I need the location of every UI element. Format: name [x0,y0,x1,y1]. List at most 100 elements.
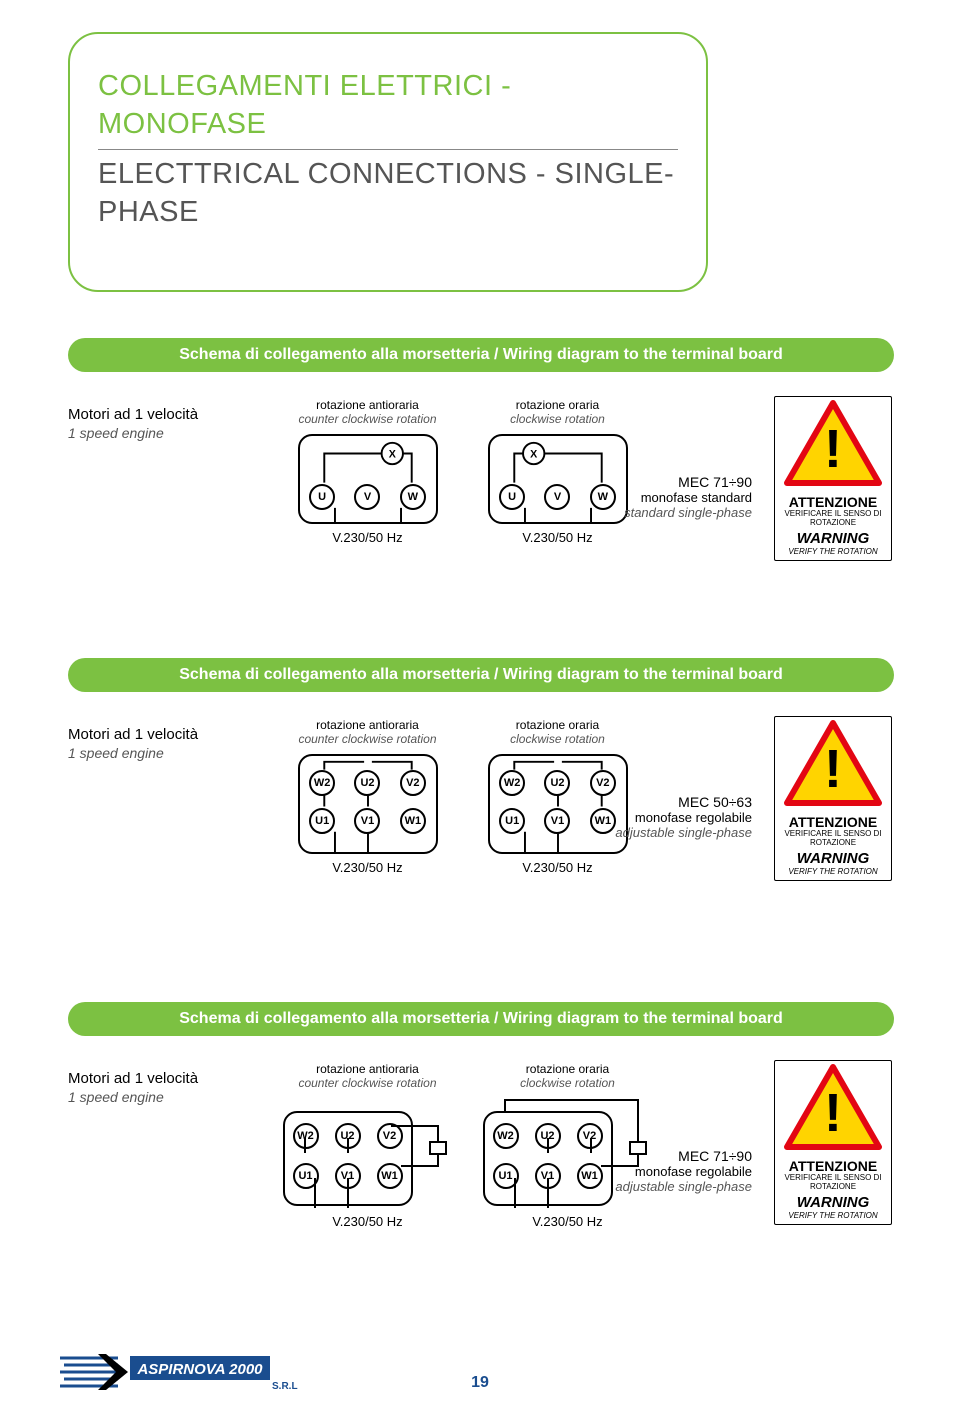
voltage-label: V.230/50 Hz [470,860,645,875]
voltage-label: V.230/50 Hz [280,1214,455,1229]
section-3: Motori ad 1 velocità 1 speed engine rota… [30,1020,930,1280]
rot-cw-it: rotazione oraria [480,1062,655,1076]
diagram-cw-3: rotazione oraria clockwise rotation W2 U… [480,1062,655,1229]
warning-sign-2: ! ATTENZIONE VERIFICARE IL SENSO DI ROTA… [774,716,892,881]
warn-sub-en: VERIFY THE ROTATION [777,1211,889,1220]
rot-ccw-en: counter clockwise rotation [280,1076,455,1090]
term: W1 [590,808,616,834]
rot-ccw-en: counter clockwise rotation [280,732,455,746]
term: W2 [309,770,335,796]
terminal-box-ccw-1: X U V W [298,434,438,524]
term: U2 [354,770,380,796]
title-panel: COLLEGAMENTI ELETTRICI - MONOFASE ELECTT… [68,32,708,292]
mec-l2: monofase regolabile [615,810,752,825]
motor-label-2: Motori ad 1 velocità 1 speed engine [68,726,198,761]
rot-cw-it: rotazione oraria [470,718,645,732]
warning-triangle-icon: ! [783,719,883,807]
rot-cw-it: rotazione oraria [470,398,645,412]
footer-logo: ASPIRNOVA 2000 S.R.L. [58,1350,298,1394]
term: U [499,484,525,510]
mec-label-2: MEC 50÷63 monofase regolabile adjustable… [615,794,752,840]
warn-sub-it: VERIFICARE IL SENSO DI ROTAZIONE [777,510,889,528]
rot-ccw-en: counter clockwise rotation [280,412,455,426]
terminal-box-cw-2: W2 U2 V2 U1 V1 W1 [488,754,628,854]
motor-label-it: Motori ad 1 velocità [68,406,198,423]
title-italian: COLLEGAMENTI ELETTRICI - MONOFASE [98,68,678,143]
motor-label-en: 1 speed engine [68,745,198,761]
warn-att: ATTENZIONE [777,1158,889,1174]
diagram-ccw-3: rotazione antioraria counter clockwise r… [280,1062,455,1229]
term: W [590,484,616,510]
warning-triangle-icon: ! [783,399,883,487]
rot-ccw-it: rotazione antioraria [280,398,455,412]
mec-label-3: MEC 71÷90 monofase regolabile adjustable… [615,1148,752,1194]
brand-text: ASPIRNOVA 2000 [136,1361,263,1378]
warn-att: ATTENZIONE [777,814,889,830]
voltage-label: V.230/50 Hz [480,1214,655,1229]
mec-l1: MEC 71÷90 [615,1148,752,1164]
term: V [544,484,570,510]
term: V [354,484,380,510]
rot-ccw-it: rotazione antioraria [280,718,455,732]
term: V1 [354,808,380,834]
term: U2 [544,770,570,796]
motor-label-it: Motori ad 1 velocità [68,726,198,743]
mec-l1: MEC 50÷63 [615,794,752,810]
warning-sign-1: ! ATTENZIONE VERIFICARE IL SENSO DI ROTA… [774,396,892,561]
title-divider [98,149,678,150]
warning-sign-3: ! ATTENZIONE VERIFICARE IL SENSO DI ROTA… [774,1060,892,1225]
diagram-ccw-2: rotazione antioraria counter clockwise r… [280,718,455,875]
voltage-label: V.230/50 Hz [280,530,455,545]
svg-text:!: ! [824,419,842,479]
term: V2 [400,770,426,796]
section-2: Motori ad 1 velocità 1 speed engine rota… [30,676,930,936]
rot-ccw-it: rotazione antioraria [280,1062,455,1076]
voltage-label: V.230/50 Hz [470,530,645,545]
rot-cw-en: clockwise rotation [470,412,645,426]
motor-label-en: 1 speed engine [68,1089,198,1105]
motor-label-en: 1 speed engine [68,425,198,441]
x-label: X [388,448,396,460]
diagram-cw-1: rotazione oraria clockwise rotation X U … [470,398,645,545]
term: U1 [309,808,335,834]
page-number: 19 [471,1374,489,1392]
warn-sub-en: VERIFY THE ROTATION [777,867,889,876]
term: U [309,484,335,510]
svg-text:X: X [530,448,538,460]
term: V1 [544,808,570,834]
warn-sub-it: VERIFICARE IL SENSO DI ROTAZIONE [777,830,889,848]
svg-text:!: ! [824,1083,842,1143]
svg-text:!: ! [824,739,842,799]
terminal-box-cw-1: X U V W [488,434,628,524]
warn-warn: WARNING [777,530,889,547]
diagram-ccw-1: rotazione antioraria counter clockwise r… [280,398,455,545]
mec-l3: adjustable single-phase [615,825,752,840]
warn-sub-en: VERIFY THE ROTATION [777,547,889,556]
mec-l3: standard single-phase [624,505,752,520]
motor-label-1: Motori ad 1 velocità 1 speed engine [68,406,198,441]
mec-l2: monofase standard [624,490,752,505]
warn-warn: WARNING [777,1194,889,1211]
warn-warn: WARNING [777,850,889,867]
term: W1 [400,808,426,834]
rot-cw-en: clockwise rotation [480,1076,655,1090]
motor-label-3: Motori ad 1 velocità 1 speed engine [68,1070,198,1105]
section-1: Motori ad 1 velocità 1 speed engine rota… [30,356,930,616]
mec-l3: adjustable single-phase [615,1179,752,1194]
term: U1 [499,808,525,834]
terminal-box-ccw-2: W2 U2 V2 U1 V1 W1 [298,754,438,854]
motor-label-it: Motori ad 1 velocità [68,1070,198,1087]
title-english: ELECTTRICAL CONNECTIONS - SINGLE-PHASE [98,156,678,231]
term: W [400,484,426,510]
mec-l1: MEC 71÷90 [624,474,752,490]
term: W2 [499,770,525,796]
mec-l2: monofase regolabile [615,1164,752,1179]
srl-text: S.R.L. [272,1381,298,1392]
voltage-label: V.230/50 Hz [280,860,455,875]
mec-label-1: MEC 71÷90 monofase standard standard sin… [624,474,752,520]
term: V2 [590,770,616,796]
warning-triangle-icon: ! [783,1063,883,1151]
warn-sub-it: VERIFICARE IL SENSO DI ROTAZIONE [777,1174,889,1192]
warn-att: ATTENZIONE [777,494,889,510]
rot-cw-en: clockwise rotation [470,732,645,746]
